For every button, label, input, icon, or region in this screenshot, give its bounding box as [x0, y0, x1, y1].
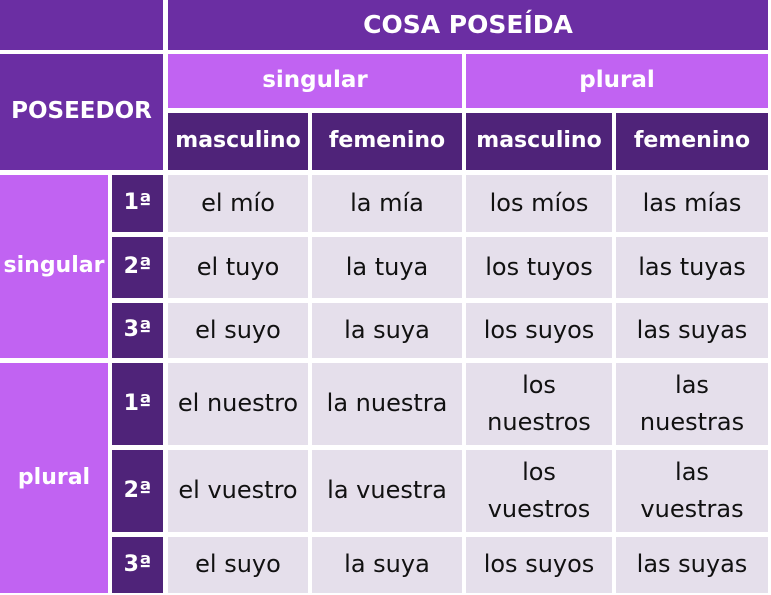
number-header: plural: [466, 54, 768, 108]
form-cell: los suyos: [466, 303, 612, 358]
form-cell: la suya: [312, 537, 462, 593]
form-cell: las suyas: [616, 303, 768, 358]
person-cell: 1ª: [112, 363, 163, 445]
form-cell: el suyo: [168, 537, 308, 593]
person-cell: 2ª: [112, 450, 163, 532]
form-cell: la nuestra: [312, 363, 462, 445]
person-cell: 3ª: [112, 537, 163, 593]
gender-header: femenino: [616, 113, 768, 170]
group-label: singular: [0, 175, 108, 358]
gender-header: femenino: [312, 113, 462, 170]
form-cell: el suyo: [168, 303, 308, 358]
form-cell: el vuestro: [168, 450, 308, 532]
gender-header: masculino: [168, 113, 308, 170]
form-cell: las nuestras: [616, 363, 768, 445]
form-cell: los tuyos: [466, 237, 612, 298]
number-header: singular: [168, 54, 462, 108]
form-cell: la tuya: [312, 237, 462, 298]
form-cell: la vuestra: [312, 450, 462, 532]
form-cell: los suyos: [466, 537, 612, 593]
possessor-cell: POSEEDOR: [0, 54, 163, 170]
person-cell: 2ª: [112, 237, 163, 298]
title-cell: COSA POSEÍDA: [168, 0, 768, 50]
form-cell: el nuestro: [168, 363, 308, 445]
form-cell: la suya: [312, 303, 462, 358]
form-cell: el tuyo: [168, 237, 308, 298]
corner-cell: [0, 0, 163, 50]
person-cell: 3ª: [112, 303, 163, 358]
form-cell: los vuestros: [466, 450, 612, 532]
form-cell: el mío: [168, 175, 308, 232]
form-cell: las suyas: [616, 537, 768, 593]
form-cell: las tuyas: [616, 237, 768, 298]
form-cell: los nuestros: [466, 363, 612, 445]
person-cell: 1ª: [112, 175, 163, 232]
group-label: plural: [0, 363, 108, 593]
form-cell: la mía: [312, 175, 462, 232]
form-cell: las mías: [616, 175, 768, 232]
form-cell: las vuestras: [616, 450, 768, 532]
form-cell: los míos: [466, 175, 612, 232]
gender-header: masculino: [466, 113, 612, 170]
